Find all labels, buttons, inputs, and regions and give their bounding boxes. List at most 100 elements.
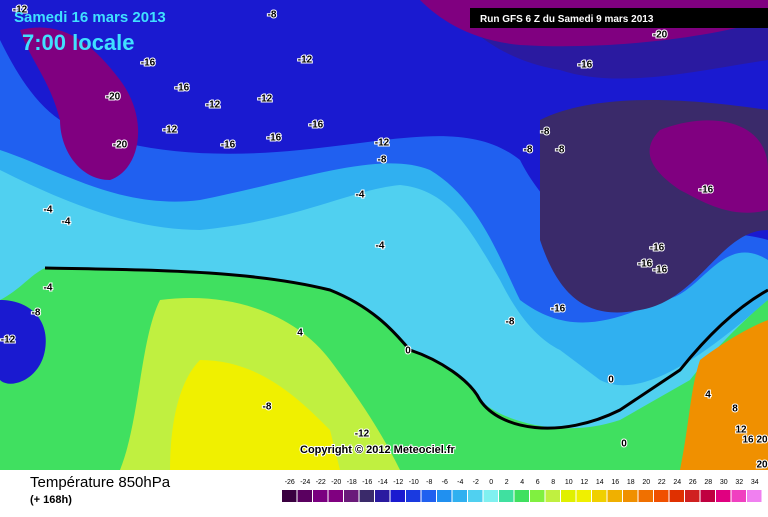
scale-label: -18 <box>347 479 357 486</box>
contour-label: -16 <box>650 243 665 254</box>
contour-label: -8 <box>524 145 533 156</box>
contour-label: 12 <box>735 425 747 436</box>
contour-label: -8 <box>32 308 41 319</box>
scale-swatch <box>561 490 576 502</box>
scale-label: 10 <box>565 479 573 486</box>
scale-swatch <box>638 490 653 502</box>
scale-label: 28 <box>704 479 712 486</box>
contour-label: 20 <box>756 460 768 471</box>
contour-label: -20 <box>113 140 128 151</box>
run-info: Run GFS 6 Z du Samedi 9 mars 2013 <box>480 14 654 25</box>
contour-label: -8 <box>263 402 272 413</box>
forecast-time: 7:00 locale <box>22 30 135 55</box>
scale-swatch <box>375 490 390 502</box>
scale-swatch <box>623 490 638 502</box>
copyright: Copyright © 2012 Meteociel.fr <box>300 444 456 456</box>
contour-labels: -12 -8 -20 -16 -12 -16 -16 -20 -12 -12 -16 -12 -16 -1… <box>0 4 768 472</box>
scale-label: 30 <box>720 479 728 486</box>
scale-label: 6 <box>536 479 540 486</box>
contour-label: 0 <box>608 375 614 386</box>
scale-swatch <box>731 490 746 502</box>
contour-label: -4 <box>62 217 71 228</box>
footer-lead: (+ 168h) <box>30 494 72 506</box>
contour-label: -12 <box>258 94 273 105</box>
contour-label: -4 <box>44 205 53 216</box>
scale-label: 26 <box>689 479 697 486</box>
scale-swatch <box>499 490 514 502</box>
scale-label: 16 <box>611 479 619 486</box>
scale-swatch <box>545 490 560 502</box>
contour-label: -4 <box>44 283 53 294</box>
scale-swatch <box>421 490 436 502</box>
contour-label: -16 <box>175 83 190 94</box>
scale-swatch <box>592 490 607 502</box>
scale-label: -20 <box>331 479 341 486</box>
contour-label: -20 <box>106 92 121 103</box>
scale-label: -10 <box>409 479 419 486</box>
run-box <box>470 8 768 28</box>
contour-label: -16 <box>578 60 593 71</box>
scale-swatch <box>669 490 684 502</box>
scale-label: -12 <box>393 479 403 486</box>
scale-swatch <box>468 490 483 502</box>
scale-label: 0 <box>489 479 493 486</box>
forecast-date: Samedi 16 mars 2013 <box>14 9 166 26</box>
contour-label: -12 <box>298 55 313 66</box>
scale-swatch <box>437 490 452 502</box>
contour-label: -4 <box>376 241 385 252</box>
scale-label: -26 <box>285 479 295 486</box>
scale-swatch <box>282 490 297 502</box>
scale-swatch <box>716 490 731 502</box>
scale-swatch <box>452 490 467 502</box>
scale-swatch <box>700 490 715 502</box>
scale-label: 14 <box>596 479 604 486</box>
contour-label: -12 <box>375 138 390 149</box>
scale-label: -16 <box>362 479 372 486</box>
scale-swatch <box>328 490 343 502</box>
contour-label: 0 <box>621 439 627 450</box>
scale-label: 8 <box>551 479 555 486</box>
scale-label: -8 <box>426 479 432 486</box>
contour-label: -16 <box>653 265 668 276</box>
scale-label: 22 <box>658 479 666 486</box>
contour-label: -12 <box>163 125 178 136</box>
scale-swatch <box>607 490 622 502</box>
scale-swatch <box>297 490 312 502</box>
contour-label: 8 <box>732 404 738 415</box>
contour-label: -12 <box>206 100 221 111</box>
contour-label: -16 <box>221 140 236 151</box>
contour-label: -4 <box>356 190 365 201</box>
contour-label: -16 <box>141 58 156 69</box>
scale-swatch <box>530 490 545 502</box>
scale-swatch <box>483 490 498 502</box>
contour-label: -8 <box>541 127 550 138</box>
scale-swatch <box>313 490 328 502</box>
scale-swatch <box>576 490 591 502</box>
contour-label: 4 <box>705 390 711 401</box>
contour-label: 4 <box>297 328 303 339</box>
contour-label: -12 <box>13 5 28 16</box>
color-scale: -26 -24 -22 -20 -18 -16 -14 -12 -10 -8 -6 -4 -2 0 2 4 6 8… <box>282 479 762 502</box>
temperature-fields <box>0 0 768 470</box>
scale-label: 12 <box>580 479 588 486</box>
scale-label: 18 <box>627 479 635 486</box>
contour-label: -16 <box>551 304 566 315</box>
scale-label: -14 <box>378 479 388 486</box>
contour-label: -8 <box>556 145 565 156</box>
scale-swatch <box>654 490 669 502</box>
contour-label: -12 <box>1 335 16 346</box>
scale-label: -24 <box>300 479 310 486</box>
scale-swatch <box>406 490 421 502</box>
scale-swatch <box>359 490 374 502</box>
scale-label: 34 <box>751 479 759 486</box>
contour-label: 20 <box>756 435 768 446</box>
scale-label: 32 <box>735 479 743 486</box>
scale-label: -22 <box>316 479 326 486</box>
scale-label: 2 <box>505 479 509 486</box>
contour-label: -8 <box>378 155 387 166</box>
contour-label: -16 <box>309 120 324 131</box>
contour-label: -20 <box>653 30 668 41</box>
contour-label: -8 <box>506 317 515 328</box>
scale-label: -6 <box>442 479 448 486</box>
